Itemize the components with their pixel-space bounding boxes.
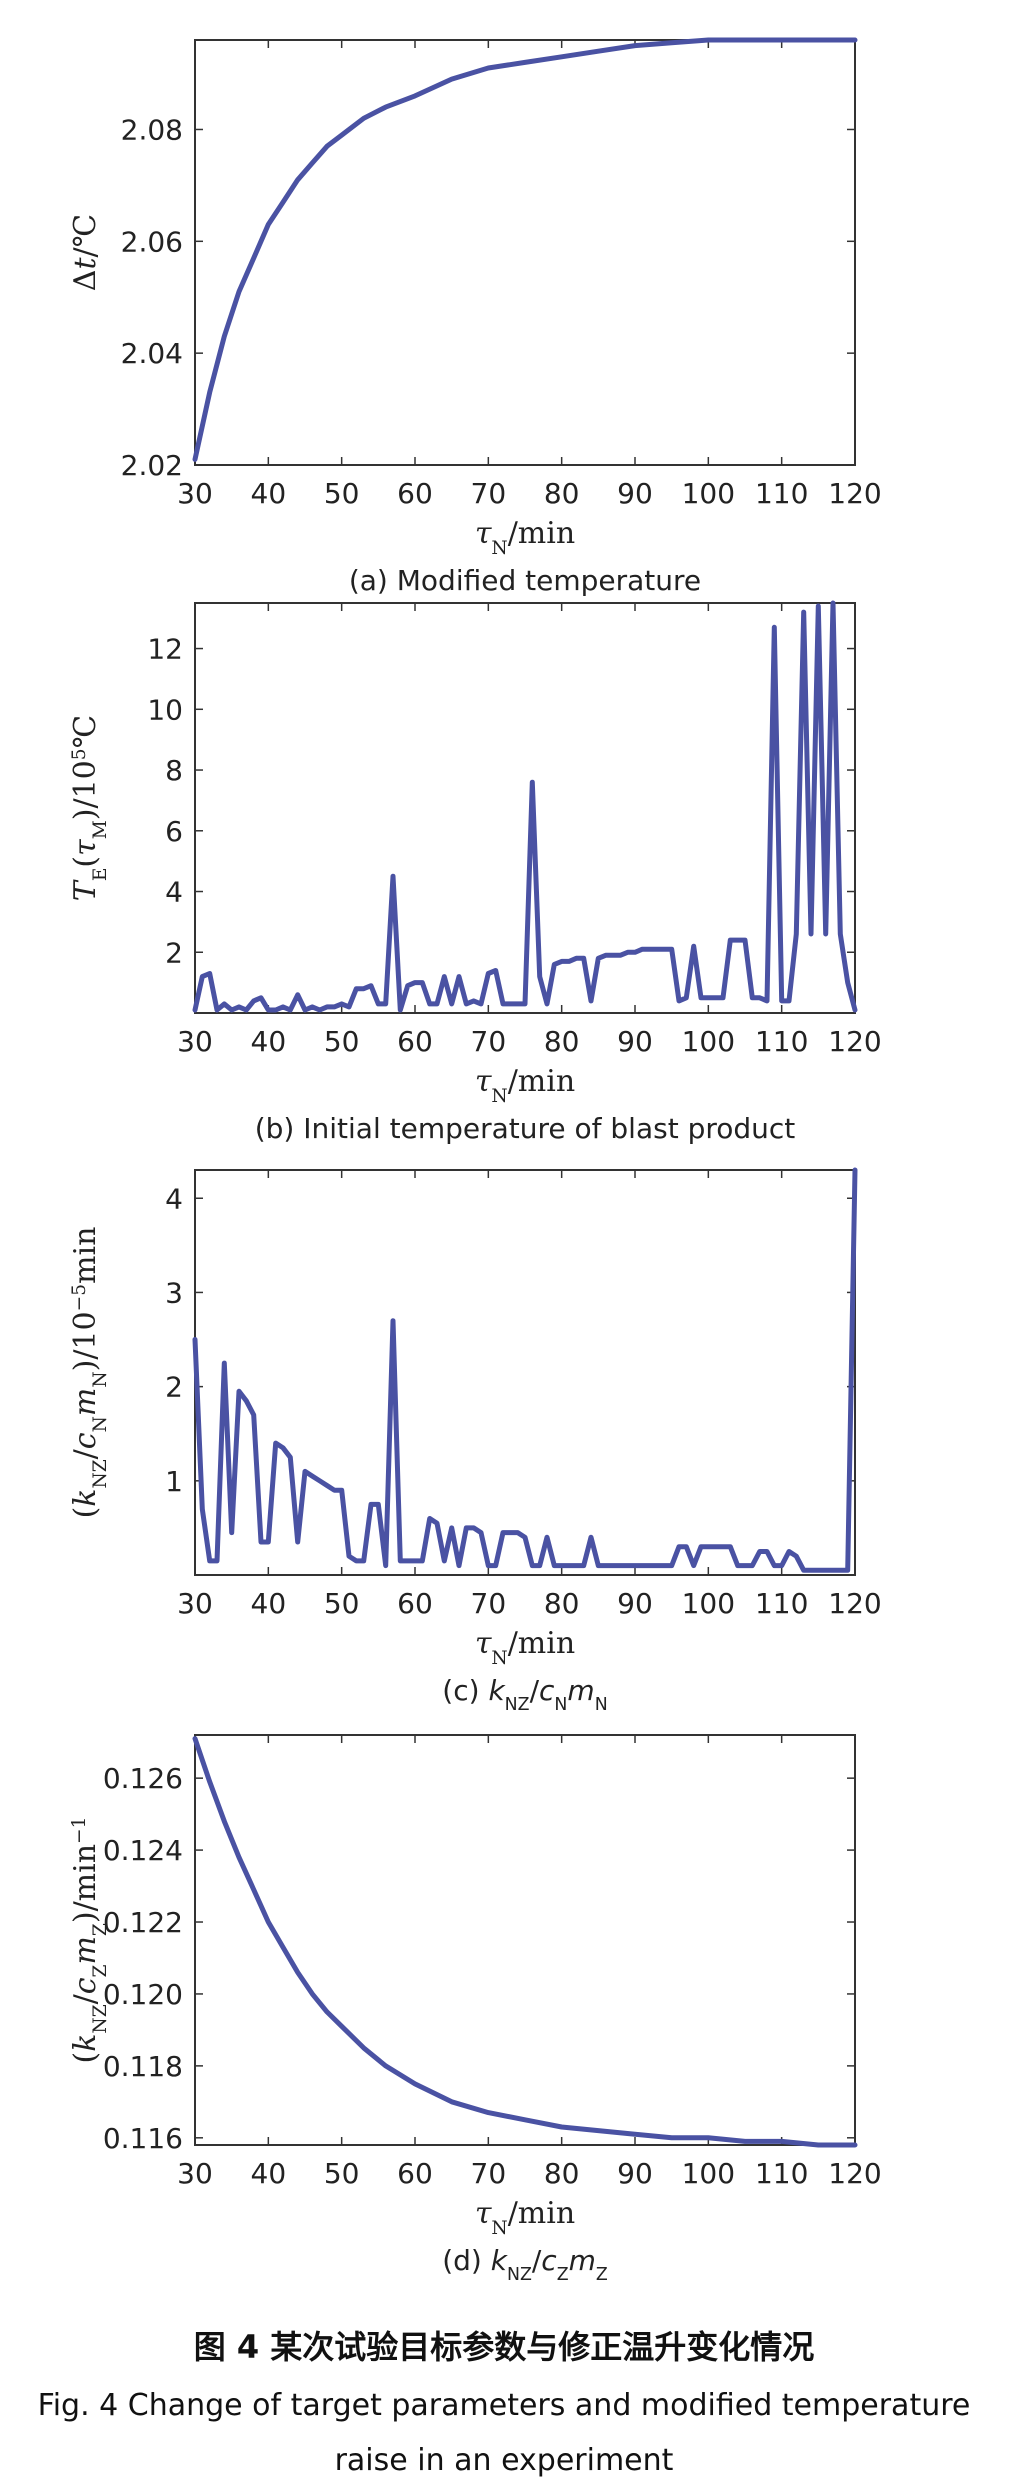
x-tick-label: 50: [324, 477, 360, 510]
panel-caption: (d) kNZ/cZmZ: [442, 2244, 608, 2285]
x-tick-label: 30: [177, 1587, 213, 1620]
x-tick-label: 110: [755, 477, 808, 510]
chart-panel-1: 30 40 50 60 70 80 90 100 110 120 2 4 6 8 10 12 τN/min TE(…: [68, 600, 882, 1145]
x-tick-label: 120: [828, 1025, 881, 1058]
plot-frame: [194, 39, 856, 466]
y-tick-label: 10: [147, 693, 183, 726]
x-tick-label: 100: [682, 1587, 735, 1620]
x-tick-label: 120: [828, 2157, 881, 2190]
y-axis-label: TE(τM)/105℃: [68, 715, 111, 901]
x-tick-label: 80: [544, 477, 580, 510]
y-tick-label: 4: [165, 1182, 183, 1215]
x-tick-label: 40: [251, 1025, 287, 1058]
y-tick-label: 0.124: [103, 1834, 183, 1867]
x-tick-label: 80: [544, 1025, 580, 1058]
x-tick-label: 50: [324, 1587, 360, 1620]
x-tick-label: 50: [324, 1025, 360, 1058]
x-tick-label: 70: [471, 1587, 507, 1620]
x-tick-label: 60: [397, 2157, 433, 2190]
y-axis-label: (kNZ/cZmZ)/min−1: [68, 1817, 111, 2064]
x-tick-label: 60: [397, 1587, 433, 1620]
y-tick-label: 2.08: [121, 113, 183, 146]
x-tick-label: 30: [177, 1025, 213, 1058]
y-tick-label: 0.122: [103, 1906, 183, 1939]
x-tick-label: 100: [682, 2157, 735, 2190]
chart-panel-2: 30 40 50 60 70 80 90 100 110 120 1 2 3 4 τN/min (kNZ/cN…: [68, 1167, 882, 1715]
x-tick-label: 40: [251, 477, 287, 510]
x-tick-label: 120: [828, 477, 881, 510]
figure-title-en-line2: raise in an experiment: [335, 2443, 674, 2478]
x-tick-label: 80: [544, 1587, 580, 1620]
x-tick-label: 30: [177, 477, 213, 510]
plot-frame: [194, 1169, 856, 1576]
plot-frame: [194, 1734, 856, 2146]
y-axis-label: (kNZ/cNmN)/10−5min: [68, 1227, 111, 1519]
x-tick-label: 90: [617, 1025, 653, 1058]
y-tick-label: 2.04: [121, 337, 183, 370]
series-line: [192, 37, 858, 462]
figure-title-zh: 图 4 某次试验目标参数与修正温升变化情况: [194, 2328, 815, 2366]
x-tick-label: 40: [251, 1587, 287, 1620]
y-tick-label: 0.116: [103, 2122, 183, 2155]
y-axis-label: Δt/℃: [68, 214, 103, 291]
x-tick-label: 80: [544, 2157, 580, 2190]
x-axis-label: τN/min: [475, 1064, 575, 1107]
x-tick-label: 90: [617, 477, 653, 510]
x-axis-label: τN/min: [475, 1626, 575, 1669]
x-tick-label: 100: [682, 477, 735, 510]
x-tick-label: 70: [471, 477, 507, 510]
y-tick-label: 4: [165, 876, 183, 909]
panel-caption: (a) Modified temperature: [349, 564, 701, 597]
y-tick-label: 0.118: [103, 2050, 183, 2083]
panel-caption: (c) kNZ/cNmN: [442, 1674, 607, 1715]
y-tick-label: 1: [165, 1465, 183, 1498]
x-axis-label: τN/min: [475, 516, 575, 559]
y-tick-label: 2.02: [121, 449, 183, 482]
x-tick-label: 30: [177, 2157, 213, 2190]
panel-caption: (b) Initial temperature of blast product: [255, 1112, 796, 1145]
y-tick-label: 8: [165, 754, 183, 787]
series-line: [192, 1736, 858, 2148]
x-tick-label: 60: [397, 1025, 433, 1058]
chart-panel-3: 30 40 50 60 70 80 90 100 110 120 0.116 0.118 0.120 0.…: [68, 1734, 882, 2285]
x-tick-label: 120: [828, 1587, 881, 1620]
x-tick-label: 110: [755, 1587, 808, 1620]
figure-title-en-line1: Fig. 4 Change of target parameters and m…: [38, 2388, 971, 2423]
y-tick-label: 2.06: [121, 225, 183, 258]
x-tick-label: 90: [617, 1587, 653, 1620]
chart-panel-0: 30 40 50 60 70 80 90 100 110 120 2.02 2.04 2.06 2.08 τ…: [68, 37, 882, 597]
x-tick-label: 110: [755, 1025, 808, 1058]
x-tick-label: 70: [471, 1025, 507, 1058]
y-tick-label: 0.120: [103, 1978, 183, 2011]
x-tick-label: 40: [251, 2157, 287, 2190]
y-tick-label: 3: [165, 1276, 183, 1309]
x-tick-label: 100: [682, 1025, 735, 1058]
x-tick-label: 50: [324, 2157, 360, 2190]
x-tick-label: 90: [617, 2157, 653, 2190]
x-tick-label: 110: [755, 2157, 808, 2190]
y-tick-label: 6: [165, 815, 183, 848]
x-tick-label: 60: [397, 477, 433, 510]
y-tick-label: 12: [147, 633, 183, 666]
x-axis-label: τN/min: [475, 2196, 575, 2239]
y-tick-label: 2: [165, 936, 183, 969]
y-tick-label: 2: [165, 1371, 183, 1404]
x-tick-label: 70: [471, 2157, 507, 2190]
y-tick-label: 0.126: [103, 1762, 183, 1795]
